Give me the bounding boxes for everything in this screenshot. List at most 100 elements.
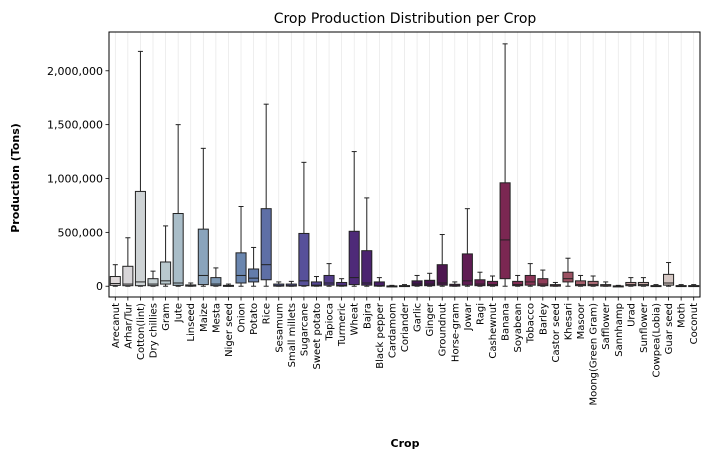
box-urad xyxy=(625,277,637,287)
box-body xyxy=(411,280,423,287)
box-arecanut xyxy=(109,264,121,287)
x-tick-label: Mesta xyxy=(211,303,222,333)
x-tick-label: Ragi xyxy=(475,303,486,325)
x-tick-label: Sugarcane xyxy=(299,303,310,356)
y-axis-ticks: 0 500,000 1,000,000 1,500,000 2,000,000 xyxy=(47,65,109,293)
box-rice xyxy=(260,103,272,287)
x-tick-label: Moth xyxy=(677,303,688,328)
x-tick-label: Guar seed xyxy=(664,303,675,354)
x-tick-label: Castor seed xyxy=(551,303,562,363)
x-tick-label: Arecanut xyxy=(111,303,122,348)
box-ragi xyxy=(474,271,486,287)
box-turmeric xyxy=(336,278,348,287)
x-tick-label: Jute xyxy=(174,303,185,323)
x-tick-label: Soyabean xyxy=(513,303,524,352)
x-tick-label: Potato xyxy=(249,303,260,335)
x-tick-label: Maize xyxy=(199,303,210,332)
box-coriander xyxy=(398,284,411,288)
box-body xyxy=(298,232,310,287)
box-dry-chillies xyxy=(147,270,159,287)
box-safflower xyxy=(600,281,612,287)
box-guar-seed xyxy=(663,262,675,287)
x-tick-label: Turmeric xyxy=(337,303,348,347)
box-sweet-potato xyxy=(310,276,323,287)
box-tapioca xyxy=(323,263,335,287)
x-tick-label: Jowar xyxy=(463,302,474,331)
box-potato xyxy=(248,246,260,287)
x-axis-title: Crop xyxy=(391,437,420,450)
x-tick-label: Tobacco xyxy=(526,303,537,344)
x-tick-label: Horse-gram xyxy=(450,303,461,362)
x-tick-label: Rice xyxy=(262,303,273,324)
box-cowpea-lobia- xyxy=(650,284,662,288)
plot-frame xyxy=(108,31,701,298)
box-ginger xyxy=(424,272,436,287)
x-tick-label: Masoor xyxy=(576,302,587,339)
y-axis-title: Production (Tons) xyxy=(9,123,22,233)
box-body xyxy=(436,264,448,286)
x-tick-label: Coriander xyxy=(400,302,411,352)
box-black-pepper xyxy=(373,277,385,287)
box-linseed xyxy=(185,282,197,287)
x-tick-label: Sweet potato xyxy=(312,303,323,369)
box-body xyxy=(524,274,536,286)
box-body xyxy=(310,281,323,287)
box-gram xyxy=(160,225,172,287)
box-body xyxy=(348,230,360,286)
box-body xyxy=(109,276,121,286)
box-cardamom xyxy=(386,284,398,288)
x-tick-label: Bajra xyxy=(362,303,373,329)
box-jute xyxy=(172,124,184,287)
chart-title: Crop Production Distribution per Crop xyxy=(274,11,537,27)
box-garlic xyxy=(411,274,423,287)
box-cashewnut xyxy=(486,275,499,287)
box-sannhamp xyxy=(612,284,624,288)
box-niger-seed xyxy=(222,283,234,287)
box-body xyxy=(424,279,436,287)
x-tick-label: Cardamom xyxy=(387,303,398,358)
x-tick-label: Small millets xyxy=(287,303,298,367)
x-tick-label: Moong(Green Gram) xyxy=(589,303,600,406)
x-tick-label: Safflower xyxy=(601,302,612,350)
box-coconut xyxy=(688,284,700,288)
box-masoor xyxy=(575,274,587,287)
box-body xyxy=(499,182,511,280)
box-body xyxy=(147,278,159,287)
box-barley xyxy=(537,269,549,287)
box-banana xyxy=(499,43,511,287)
x-tick-label: Wheat xyxy=(350,303,361,336)
box-horse-gram xyxy=(449,281,461,287)
x-tick-label: Arhar/Tur xyxy=(123,302,134,349)
box-body xyxy=(637,281,649,287)
x-tick-label: Khesari xyxy=(563,303,574,340)
box-body xyxy=(210,277,222,287)
y-tick-label: 0 xyxy=(96,280,103,293)
x-tick-label: Groundnut xyxy=(438,303,449,356)
box-jowar xyxy=(461,208,473,287)
box-wheat xyxy=(348,151,360,287)
x-tick-label: Onion xyxy=(237,303,248,332)
x-tick-label: Sesamum xyxy=(274,303,285,353)
x-tick-label: Niger seed xyxy=(224,303,235,357)
box-body xyxy=(197,228,209,286)
box-moth xyxy=(675,284,687,288)
box-castor-seed xyxy=(549,281,561,287)
box-body xyxy=(122,265,134,287)
box-body xyxy=(361,250,373,286)
y-tick-label: 1,500,000 xyxy=(47,119,103,132)
box-arhar-tur xyxy=(122,237,134,287)
x-tick-label: Cashewnut xyxy=(488,303,499,359)
x-tick-label: Gram xyxy=(161,303,172,331)
box-tobacco xyxy=(524,263,536,287)
box-layer xyxy=(109,43,700,288)
box-cotton-lint- xyxy=(134,50,146,287)
box-body xyxy=(575,280,587,287)
x-tick-label: Black pepper xyxy=(375,302,386,369)
box-body xyxy=(512,280,524,287)
box-body xyxy=(160,261,172,285)
x-tick-label: Sunflower xyxy=(639,302,650,353)
box-body xyxy=(663,273,675,286)
box-body xyxy=(134,190,146,287)
box-mesta xyxy=(210,267,222,287)
